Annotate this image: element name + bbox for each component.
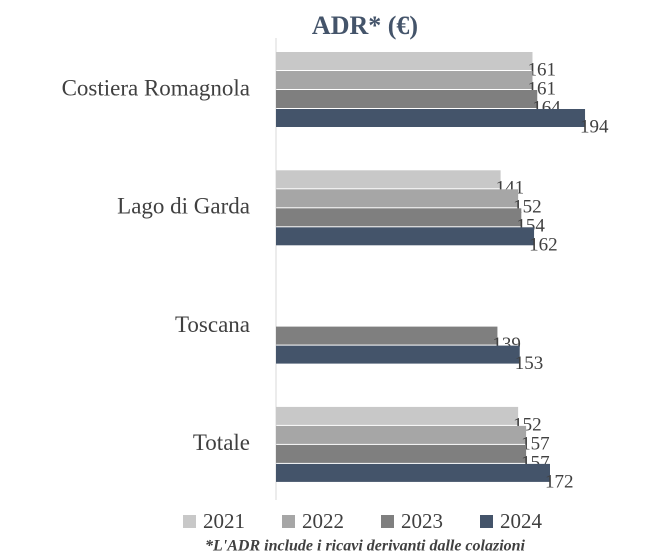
footnote: *L'ADR include i ricavi derivanti dalle …: [205, 538, 526, 555]
legend-swatch: [183, 515, 196, 528]
bar: [276, 463, 550, 482]
bar: [276, 90, 538, 108]
legend-label: 2021: [203, 509, 245, 533]
value-label: 194: [580, 116, 609, 137]
bar: [276, 425, 527, 444]
value-label: 161: [527, 59, 556, 80]
category-label: Costiera Romagnola: [62, 75, 250, 100]
legend-label: 2023: [401, 509, 443, 533]
bar: [276, 326, 498, 345]
bar: [276, 444, 527, 463]
bar: [276, 345, 520, 364]
legend-swatch: [381, 515, 394, 528]
bar: [276, 52, 533, 70]
bar: [276, 170, 501, 189]
legend-swatch: [282, 515, 295, 528]
legend-swatch: [480, 515, 493, 528]
category-label: Totale: [193, 430, 250, 455]
bar: [276, 189, 519, 208]
value-label: 153: [515, 353, 544, 374]
legend-label: 2022: [302, 509, 344, 533]
category-label: Toscana: [175, 312, 250, 337]
bar: [276, 208, 522, 227]
value-label: 157: [521, 433, 550, 454]
bar: [276, 227, 535, 246]
category-label: Lago di Garda: [117, 194, 250, 219]
chart-title: ADR* (€): [312, 11, 418, 40]
bar: [276, 109, 586, 127]
value-label: 162: [529, 235, 558, 256]
legend-label: 2024: [500, 509, 543, 533]
bar: [276, 71, 533, 89]
value-label: 172: [545, 471, 574, 492]
bar: [276, 406, 519, 425]
